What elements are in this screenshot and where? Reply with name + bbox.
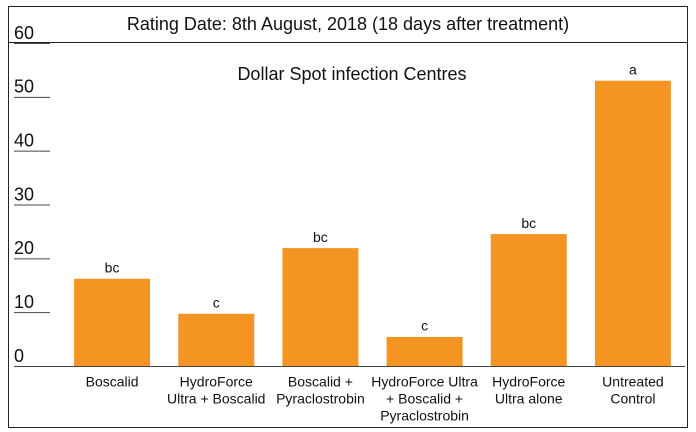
significance-letter: bc: [105, 259, 120, 275]
bar: [282, 248, 359, 366]
significance-letter: bc: [521, 215, 536, 231]
bar: [490, 234, 567, 366]
x-tick-label: Control: [610, 391, 655, 407]
x-tick-label: HydroForce: [180, 374, 253, 390]
x-tick-label: Boscalid +: [288, 374, 353, 390]
frame: [8, 6, 688, 428]
x-tick-label: HydroForce Ultra: [371, 374, 478, 390]
x-tick-label: Ultra alone: [495, 391, 563, 407]
y-tick-label: 0: [14, 346, 24, 366]
x-tick-label: HydroForce: [492, 374, 565, 390]
bar: [386, 336, 463, 366]
y-tick-label: 20: [14, 238, 34, 258]
y-tick-label: 10: [14, 292, 34, 312]
chart-title: Rating Date: 8th August, 2018 (18 days a…: [127, 14, 569, 34]
x-tick-label: Pyraclostrobin: [276, 391, 365, 407]
significance-letter: c: [421, 318, 428, 334]
x-tick-label: Pyraclostrobin: [380, 408, 469, 424]
significance-letter: a: [629, 61, 637, 77]
chart-subtitle: Dollar Spot infection Centres: [237, 64, 466, 84]
x-tick-label: + Boscalid +: [386, 391, 463, 407]
y-tick-label: 30: [14, 184, 34, 204]
bar: [74, 278, 151, 366]
y-tick-label: 60: [14, 23, 34, 43]
significance-letter: bc: [313, 229, 328, 245]
y-tick-label: 50: [14, 77, 34, 97]
x-tick-label: Boscalid: [86, 374, 139, 390]
x-tick-label: Ultra + Boscalid: [167, 391, 265, 407]
y-tick-label: 40: [14, 130, 34, 150]
bar: [594, 80, 671, 366]
bar: [178, 313, 255, 366]
x-tick-label: Untreated: [602, 374, 663, 390]
significance-letter: c: [213, 294, 220, 310]
